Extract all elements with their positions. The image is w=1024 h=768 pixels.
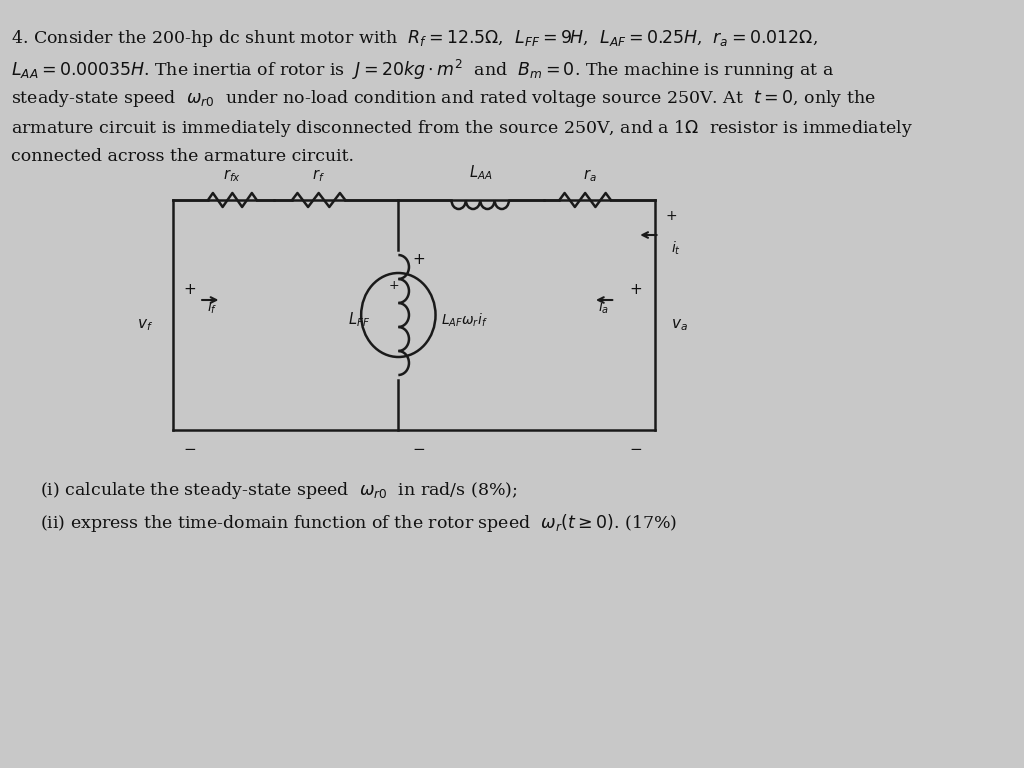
Text: (i) calculate the steady-state speed  $\omega_{r0}$  in rad/s (8%);: (i) calculate the steady-state speed $\o…	[40, 480, 517, 501]
Text: $+$: $+$	[412, 253, 425, 267]
Text: $r_f$: $r_f$	[312, 167, 326, 184]
Text: $L_{FF}$: $L_{FF}$	[348, 310, 370, 329]
Text: 4. Consider the 200-hp dc shunt motor with  $R_f =12.5\Omega$,  $L_{FF} =9H$,  $: 4. Consider the 200-hp dc shunt motor wi…	[10, 28, 817, 49]
Text: $+$: $+$	[183, 283, 197, 297]
Text: $-$: $-$	[629, 441, 642, 455]
Text: $v_f$: $v_f$	[137, 317, 154, 333]
Text: $-$: $-$	[183, 441, 197, 455]
Text: $i_a$: $i_a$	[598, 299, 609, 316]
Text: $L_{AF}\omega_r i_f$: $L_{AF}\omega_r i_f$	[441, 311, 487, 329]
Text: $+$: $+$	[629, 283, 642, 297]
Text: connected across the armature circuit.: connected across the armature circuit.	[10, 148, 353, 165]
Text: $r_{fx}$: $r_{fx}$	[223, 167, 242, 184]
Text: $i_t$: $i_t$	[671, 240, 681, 257]
Text: steady-state speed  $\omega_{r0}$  under no-load condition and rated voltage sou: steady-state speed $\omega_{r0}$ under n…	[10, 88, 876, 109]
Text: $v_a$: $v_a$	[671, 317, 688, 333]
Text: $L_{AA} =0.00035H$. The inertia of rotor is  $J=20kg\cdot m^2$  and  $B_m =0$. T: $L_{AA} =0.00035H$. The inertia of rotor…	[10, 58, 834, 82]
Text: $i_f$: $i_f$	[207, 299, 218, 316]
Text: armature circuit is immediately disconnected from the source 250V, and a 1$\Omeg: armature circuit is immediately disconne…	[10, 118, 912, 139]
Text: $L_{AA}$: $L_{AA}$	[469, 164, 492, 182]
Text: $-$: $-$	[412, 441, 425, 455]
Text: $+$: $+$	[388, 279, 399, 292]
Text: $r_a$: $r_a$	[583, 167, 596, 184]
Text: $+$: $+$	[665, 209, 677, 223]
Text: (ii) express the time-domain function of the rotor speed  $\omega_r(t\geq 0)$. (: (ii) express the time-domain function of…	[40, 512, 677, 534]
